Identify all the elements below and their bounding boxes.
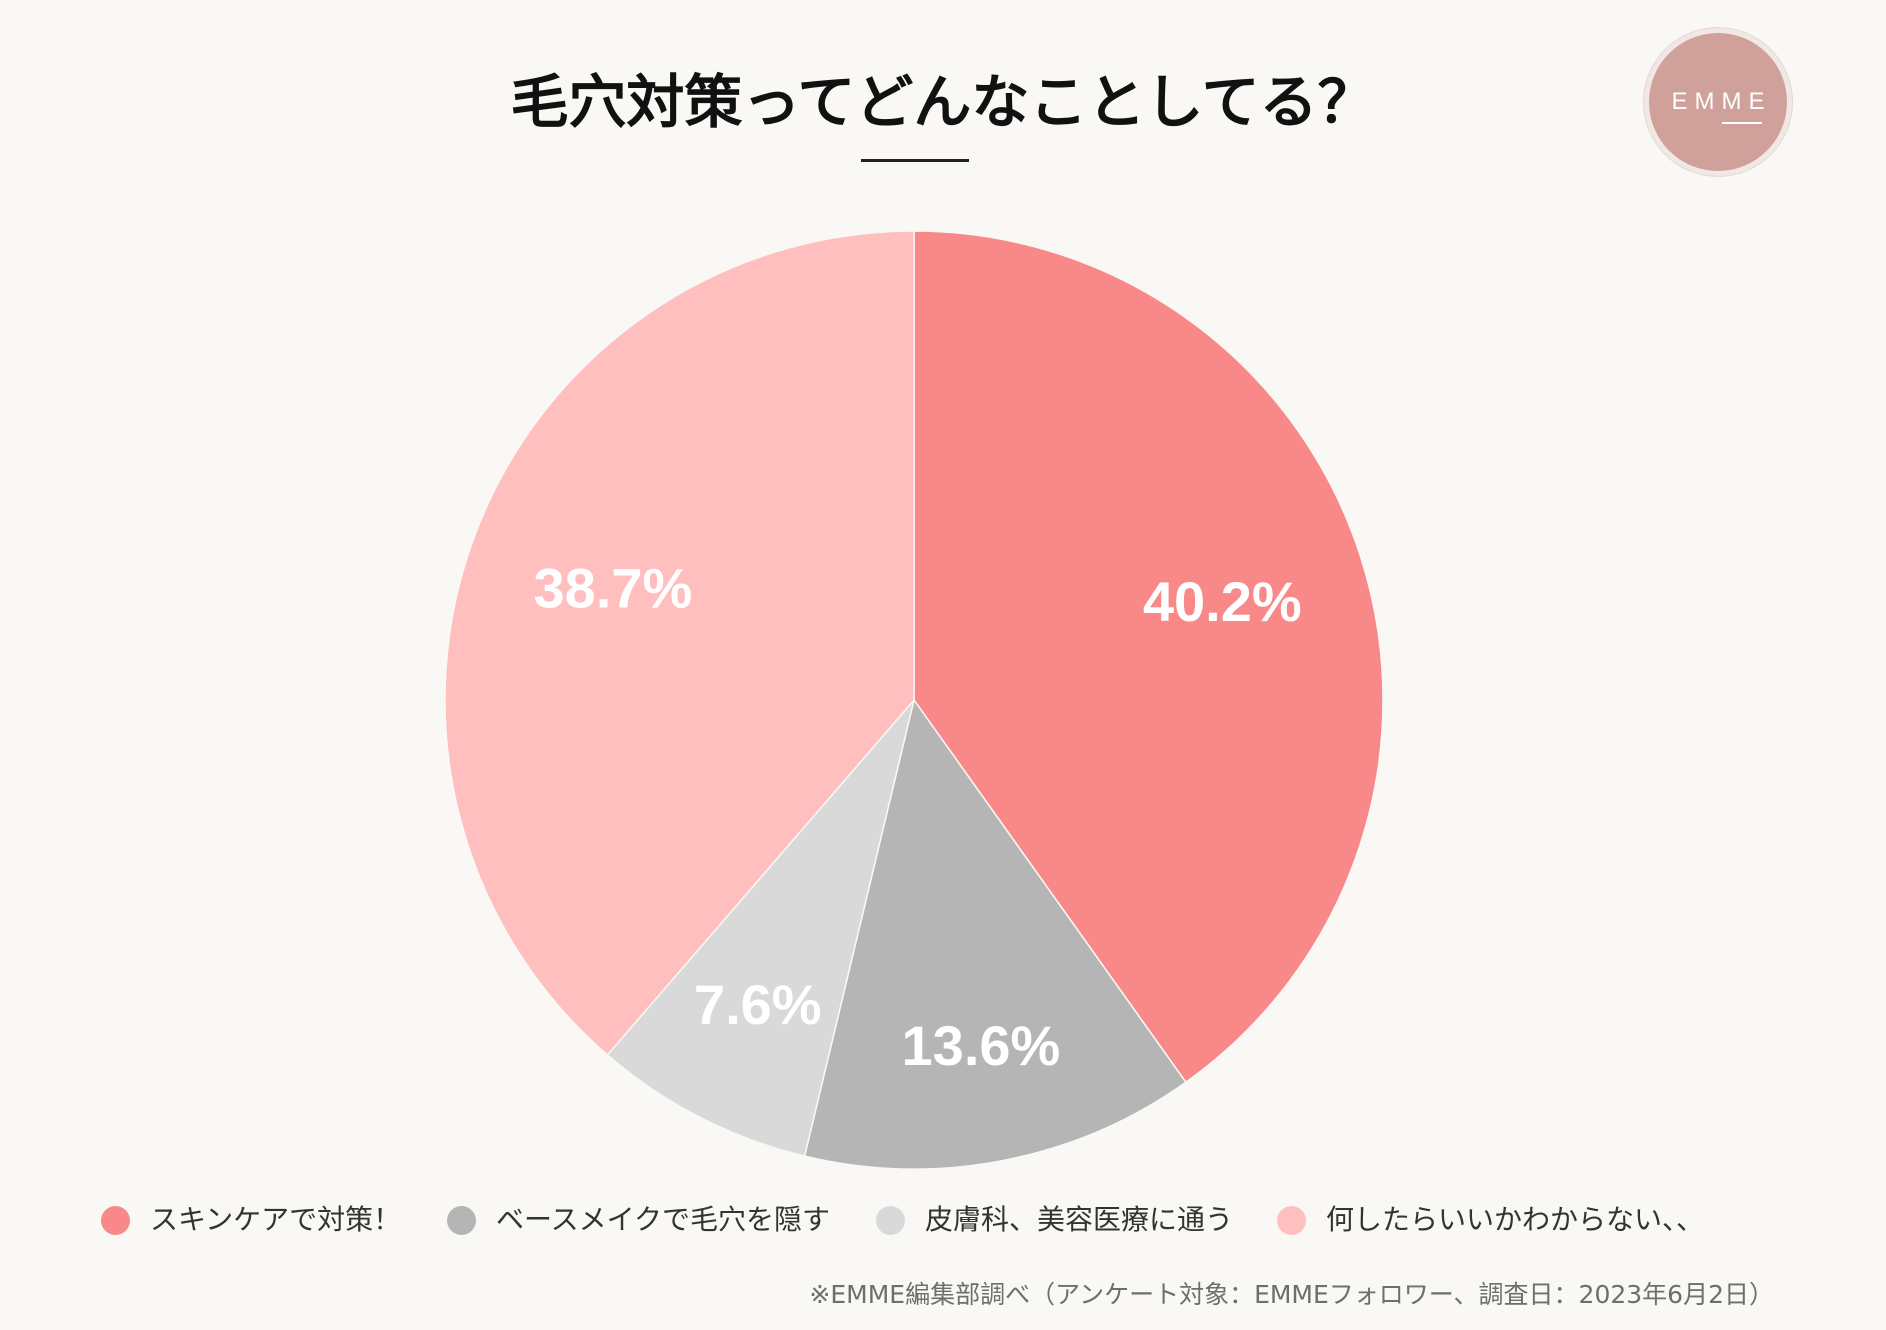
pie-slice-unsure bbox=[444, 230, 915, 1056]
chart-title: 毛穴対策ってどんなことしてる？ bbox=[510, 68, 1376, 136]
legend-label: スキンケアで対策！ bbox=[150, 1203, 402, 1236]
slice-label-dermatology: 7.6% bbox=[694, 973, 822, 1036]
legend-swatch bbox=[101, 1205, 130, 1235]
legend-item-skincare: スキンケアで対策！ bbox=[101, 1203, 401, 1237]
pie-slice-dermatology bbox=[606, 699, 915, 1157]
pie-chart: 40.2% 13.6% 7.6% 38.7% bbox=[444, 230, 1384, 1170]
logo-badge: EMME bbox=[1649, 33, 1787, 171]
pie-slice-skincare bbox=[913, 230, 1384, 1084]
slice-label-skincare: 40.2% bbox=[1143, 570, 1302, 633]
logo-text: EMME bbox=[1671, 88, 1772, 115]
legend-item-dermatology: 皮膚科、美容医療に通う bbox=[876, 1203, 1233, 1237]
legend-swatch bbox=[447, 1205, 476, 1235]
legend-swatch bbox=[1277, 1205, 1306, 1235]
title-underline bbox=[861, 159, 969, 162]
legend-item-base-makeup: ベースメイクで毛穴を隠す bbox=[447, 1203, 830, 1237]
logo-underline bbox=[1722, 122, 1762, 124]
slice-label-unsure: 38.7% bbox=[534, 556, 693, 619]
pie-slice-base-makeup bbox=[803, 698, 1187, 1170]
emme-logo: EMME bbox=[1643, 27, 1793, 177]
legend-swatch bbox=[876, 1205, 905, 1235]
legend-item-unsure: 何したらいいかわからない、、 bbox=[1277, 1203, 1704, 1237]
legend-label: 皮膚科、美容医療に通う bbox=[925, 1203, 1234, 1236]
legend-label: ベースメイクで毛穴を隠す bbox=[496, 1203, 831, 1236]
source-note: ※EMME編集部調べ（アンケート対象：EMMEフォロワー、調査日：2023年6月… bbox=[809, 1280, 1774, 1309]
legend-label: 何したらいいかわからない、、 bbox=[1326, 1203, 1705, 1236]
slice-label-base-makeup: 13.6% bbox=[902, 1014, 1061, 1077]
